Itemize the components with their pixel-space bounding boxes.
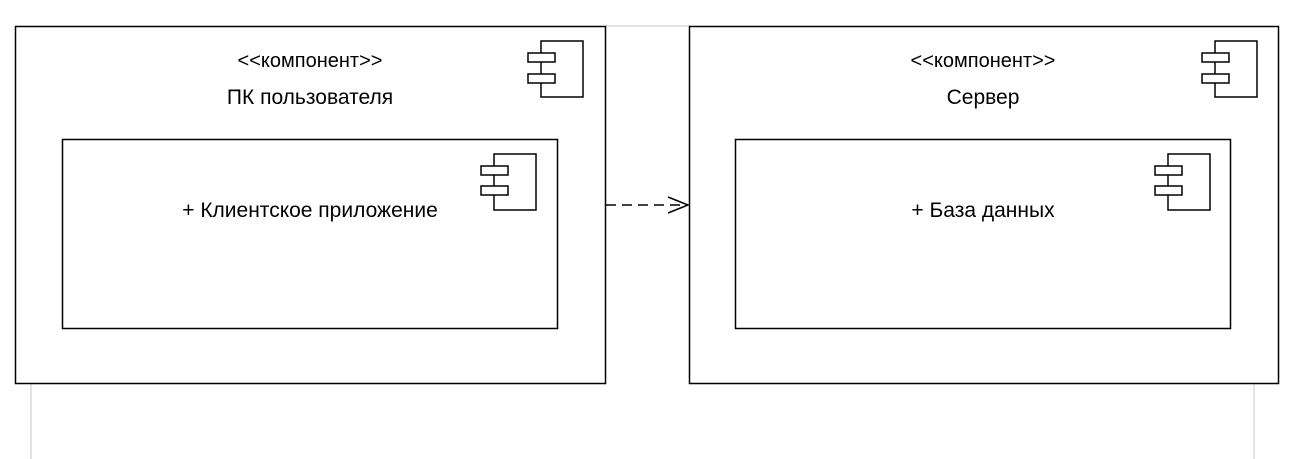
subcomponent-frame: [61, 138, 559, 330]
component-icon: [527, 40, 584, 98]
guide-lines: [30, 25, 1255, 459]
component-stereotype: <<компонент>>: [911, 50, 1056, 72]
component-user-pc[interactable]: <<компонент>> ПК пользователя + Клиентск…: [14, 25, 607, 385]
component-icon: [1201, 40, 1258, 98]
component-icon: [1154, 153, 1211, 211]
component-name: ПК пользователя: [227, 86, 393, 109]
subcomponent-frame: [734, 138, 1232, 330]
open-arrowhead: [667, 196, 691, 214]
component-name: Сервер: [947, 86, 1020, 109]
subcomponent-label: + Клиентское приложение: [182, 199, 438, 222]
component-icon: [480, 153, 537, 211]
dependency-arrow[interactable]: [606, 196, 691, 214]
subcomponent-client-app[interactable]: + Клиентское приложение: [61, 138, 559, 330]
component-server[interactable]: <<компонент>> Сервер + База данных: [688, 25, 1280, 385]
component-stereotype: <<компонент>>: [238, 50, 383, 72]
subcomponent-database[interactable]: + База данных: [734, 138, 1232, 330]
subcomponent-label: + База данных: [911, 199, 1055, 222]
